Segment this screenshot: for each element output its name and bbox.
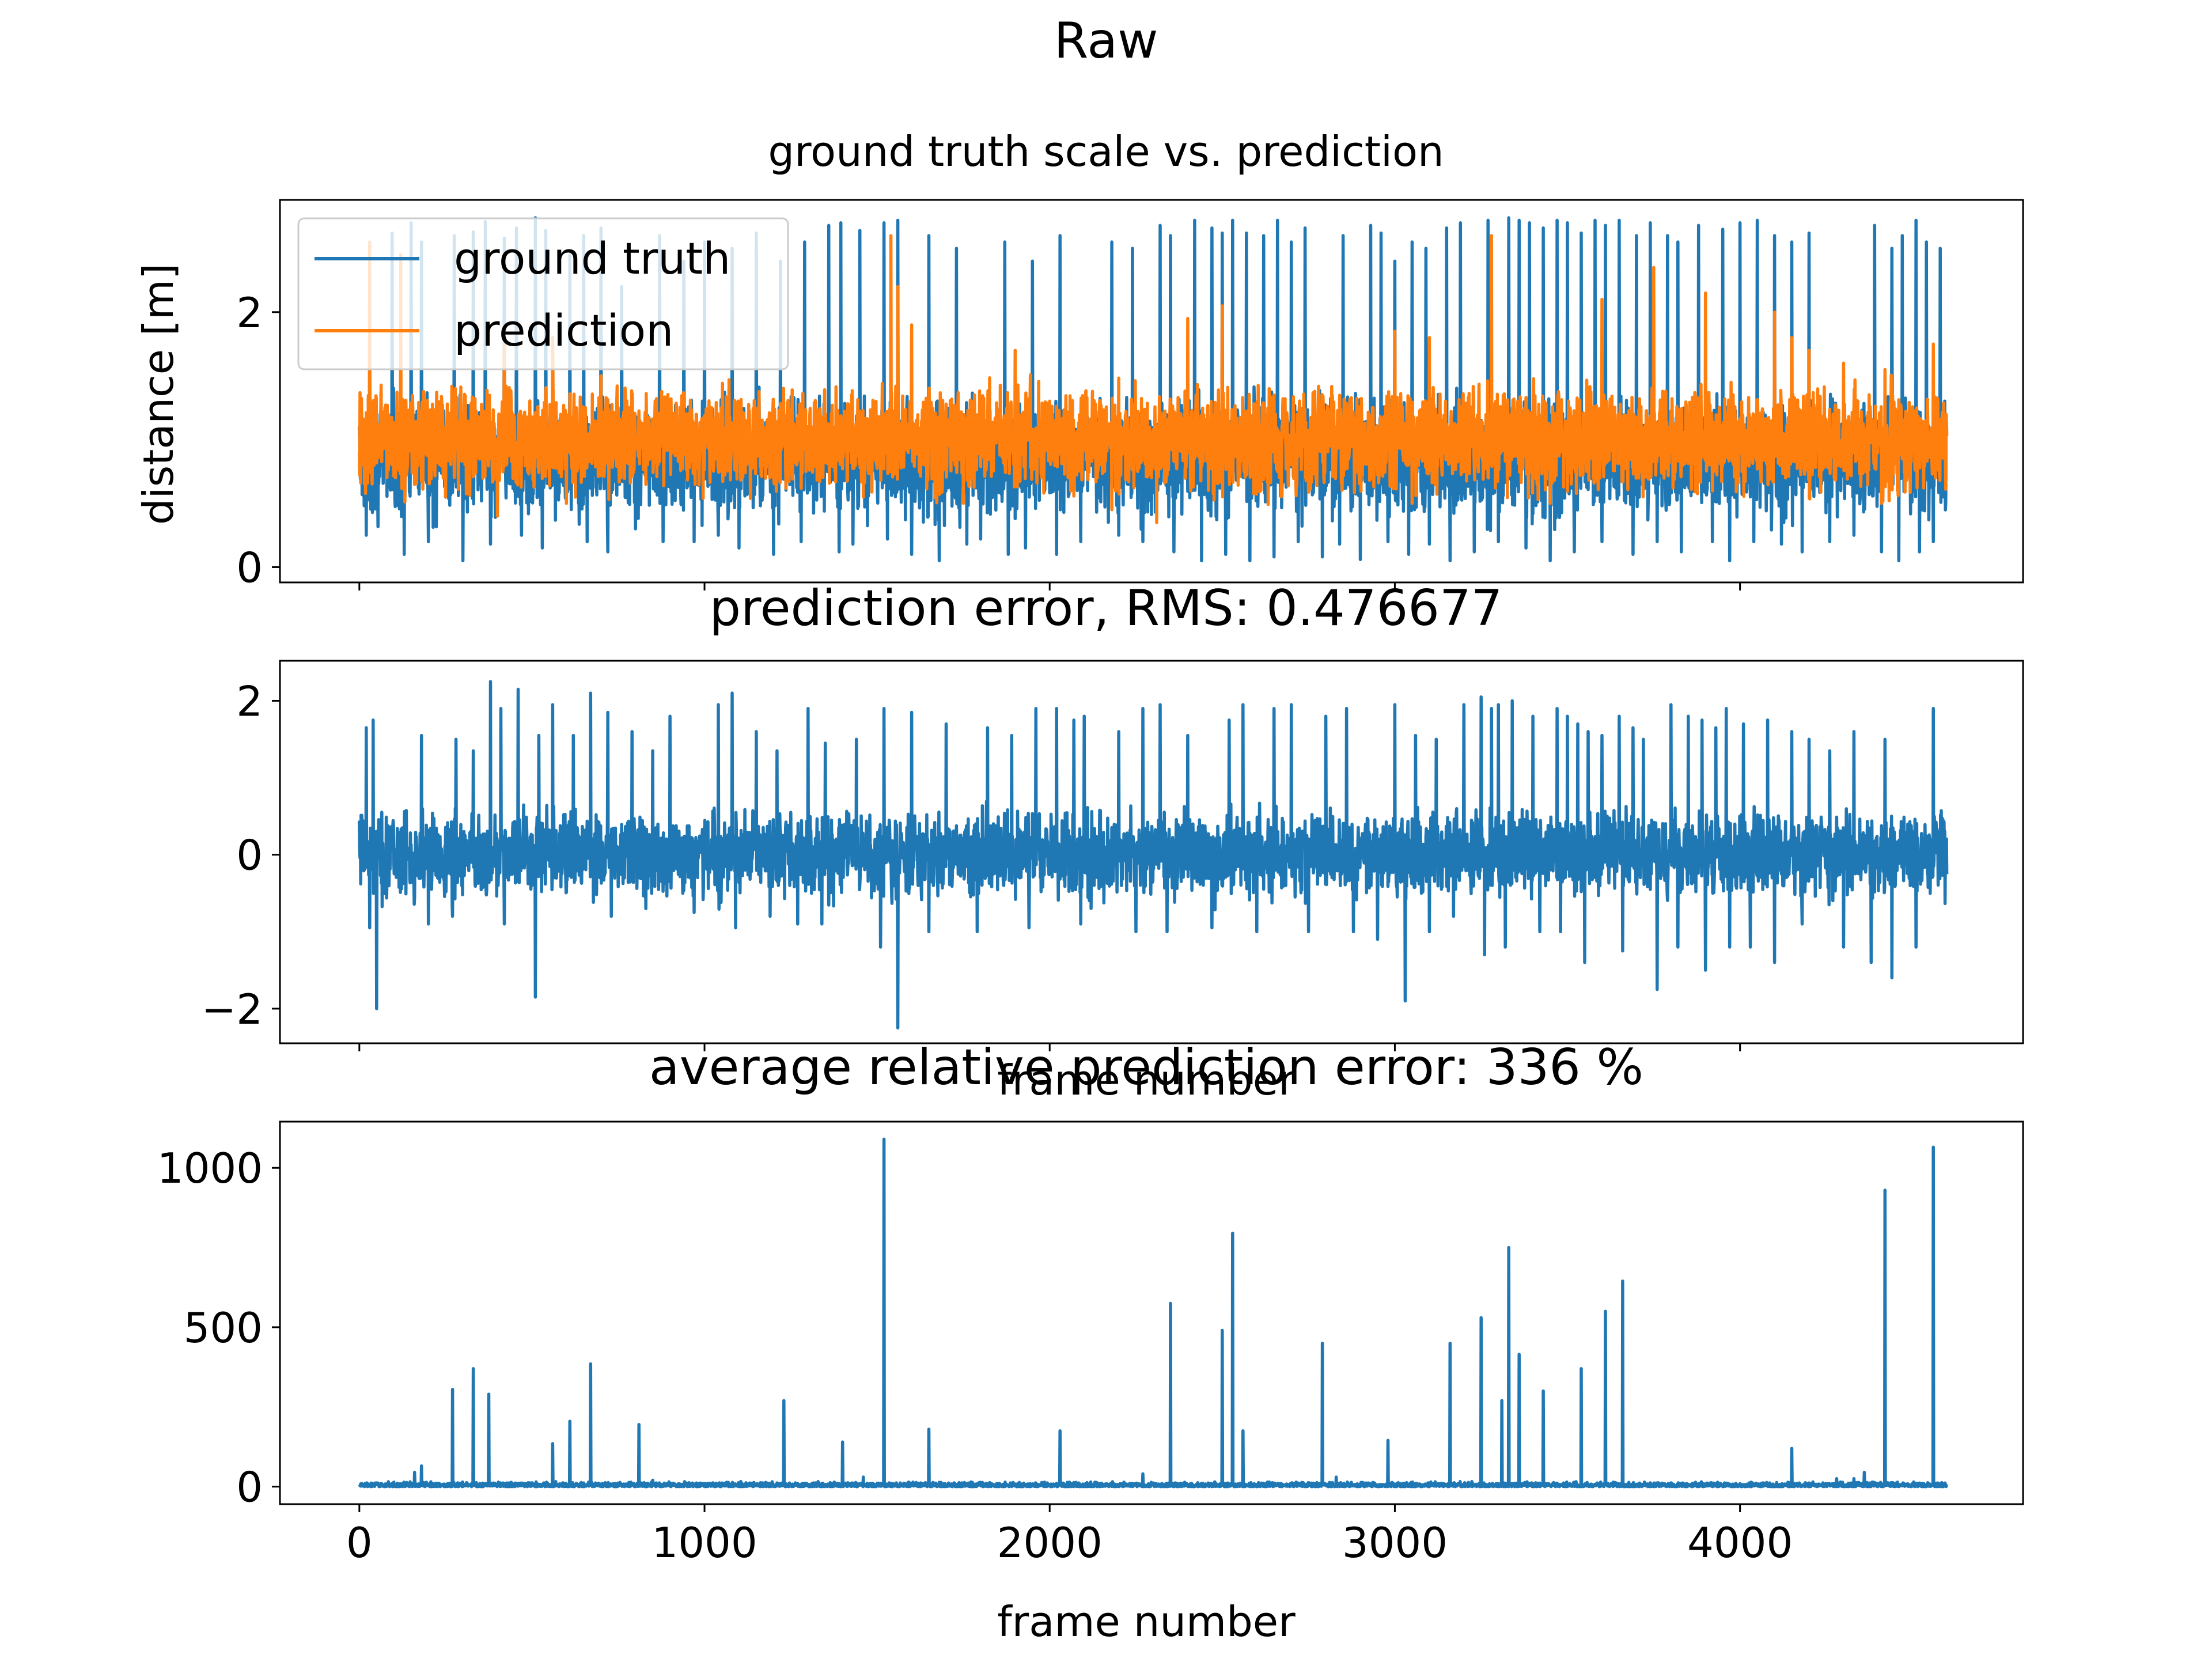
x-axis-label-1: frame number <box>997 1056 1296 1104</box>
plot-area-1 <box>358 680 1949 1030</box>
series-0-line <box>358 1137 1948 1489</box>
y-tick-label-1-2: 2 <box>236 677 263 725</box>
legend-label-prediction: prediction <box>454 305 673 356</box>
y-tick-label-2-1: 500 <box>184 1304 263 1352</box>
series-0-line <box>358 680 1949 1030</box>
y-tick-label-2-0: 0 <box>236 1463 263 1512</box>
subplot-ground-truth-vs-prediction: ground truth scale vs. prediction distan… <box>134 127 2024 592</box>
y-tick-label-2-2: 1000 <box>157 1144 263 1192</box>
subplot-title-0: ground truth scale vs. prediction <box>768 127 1444 176</box>
y-axis-label-0: distance [m] <box>134 263 183 525</box>
x-tick-label-2-4: 4000 <box>1687 1519 1793 1567</box>
legend-label-ground-truth: ground truth <box>454 233 730 284</box>
subplot-relative-error: average relative prediction error: 336 %… <box>157 1039 2024 1646</box>
x-tick-label-2-2: 2000 <box>997 1519 1103 1567</box>
x-axis-label-2: frame number <box>997 1597 1296 1646</box>
subplot-prediction-error: prediction error, RMS: 0.476677 frame nu… <box>202 580 2024 1104</box>
axes-frame-2 <box>279 1120 2024 1505</box>
plot-area-0 <box>358 216 1949 563</box>
y-tick-label-1-1: 0 <box>236 831 263 880</box>
subplot-title-2: average relative prediction error: 336 % <box>649 1039 1643 1096</box>
legend: ground truth prediction <box>297 217 789 370</box>
x-tick-label-2-0: 0 <box>346 1519 373 1567</box>
y-tick-label-0-0: 0 <box>236 543 263 592</box>
y-tick-label-1-0: −2 <box>202 985 263 1033</box>
figure-title: Raw <box>1054 12 1158 70</box>
legend-box <box>297 217 789 370</box>
axes-frame-0 <box>279 199 2024 584</box>
axes-frame-1 <box>279 660 2024 1044</box>
prediction-line <box>358 234 1949 524</box>
plot-area-2 <box>358 1137 1948 1489</box>
x-tick-label-2-3: 3000 <box>1342 1519 1448 1567</box>
x-tick-label-2-1: 1000 <box>652 1519 757 1567</box>
subplot-title-1: prediction error, RMS: 0.476677 <box>710 580 1503 637</box>
y-tick-label-0-1: 2 <box>236 289 263 337</box>
